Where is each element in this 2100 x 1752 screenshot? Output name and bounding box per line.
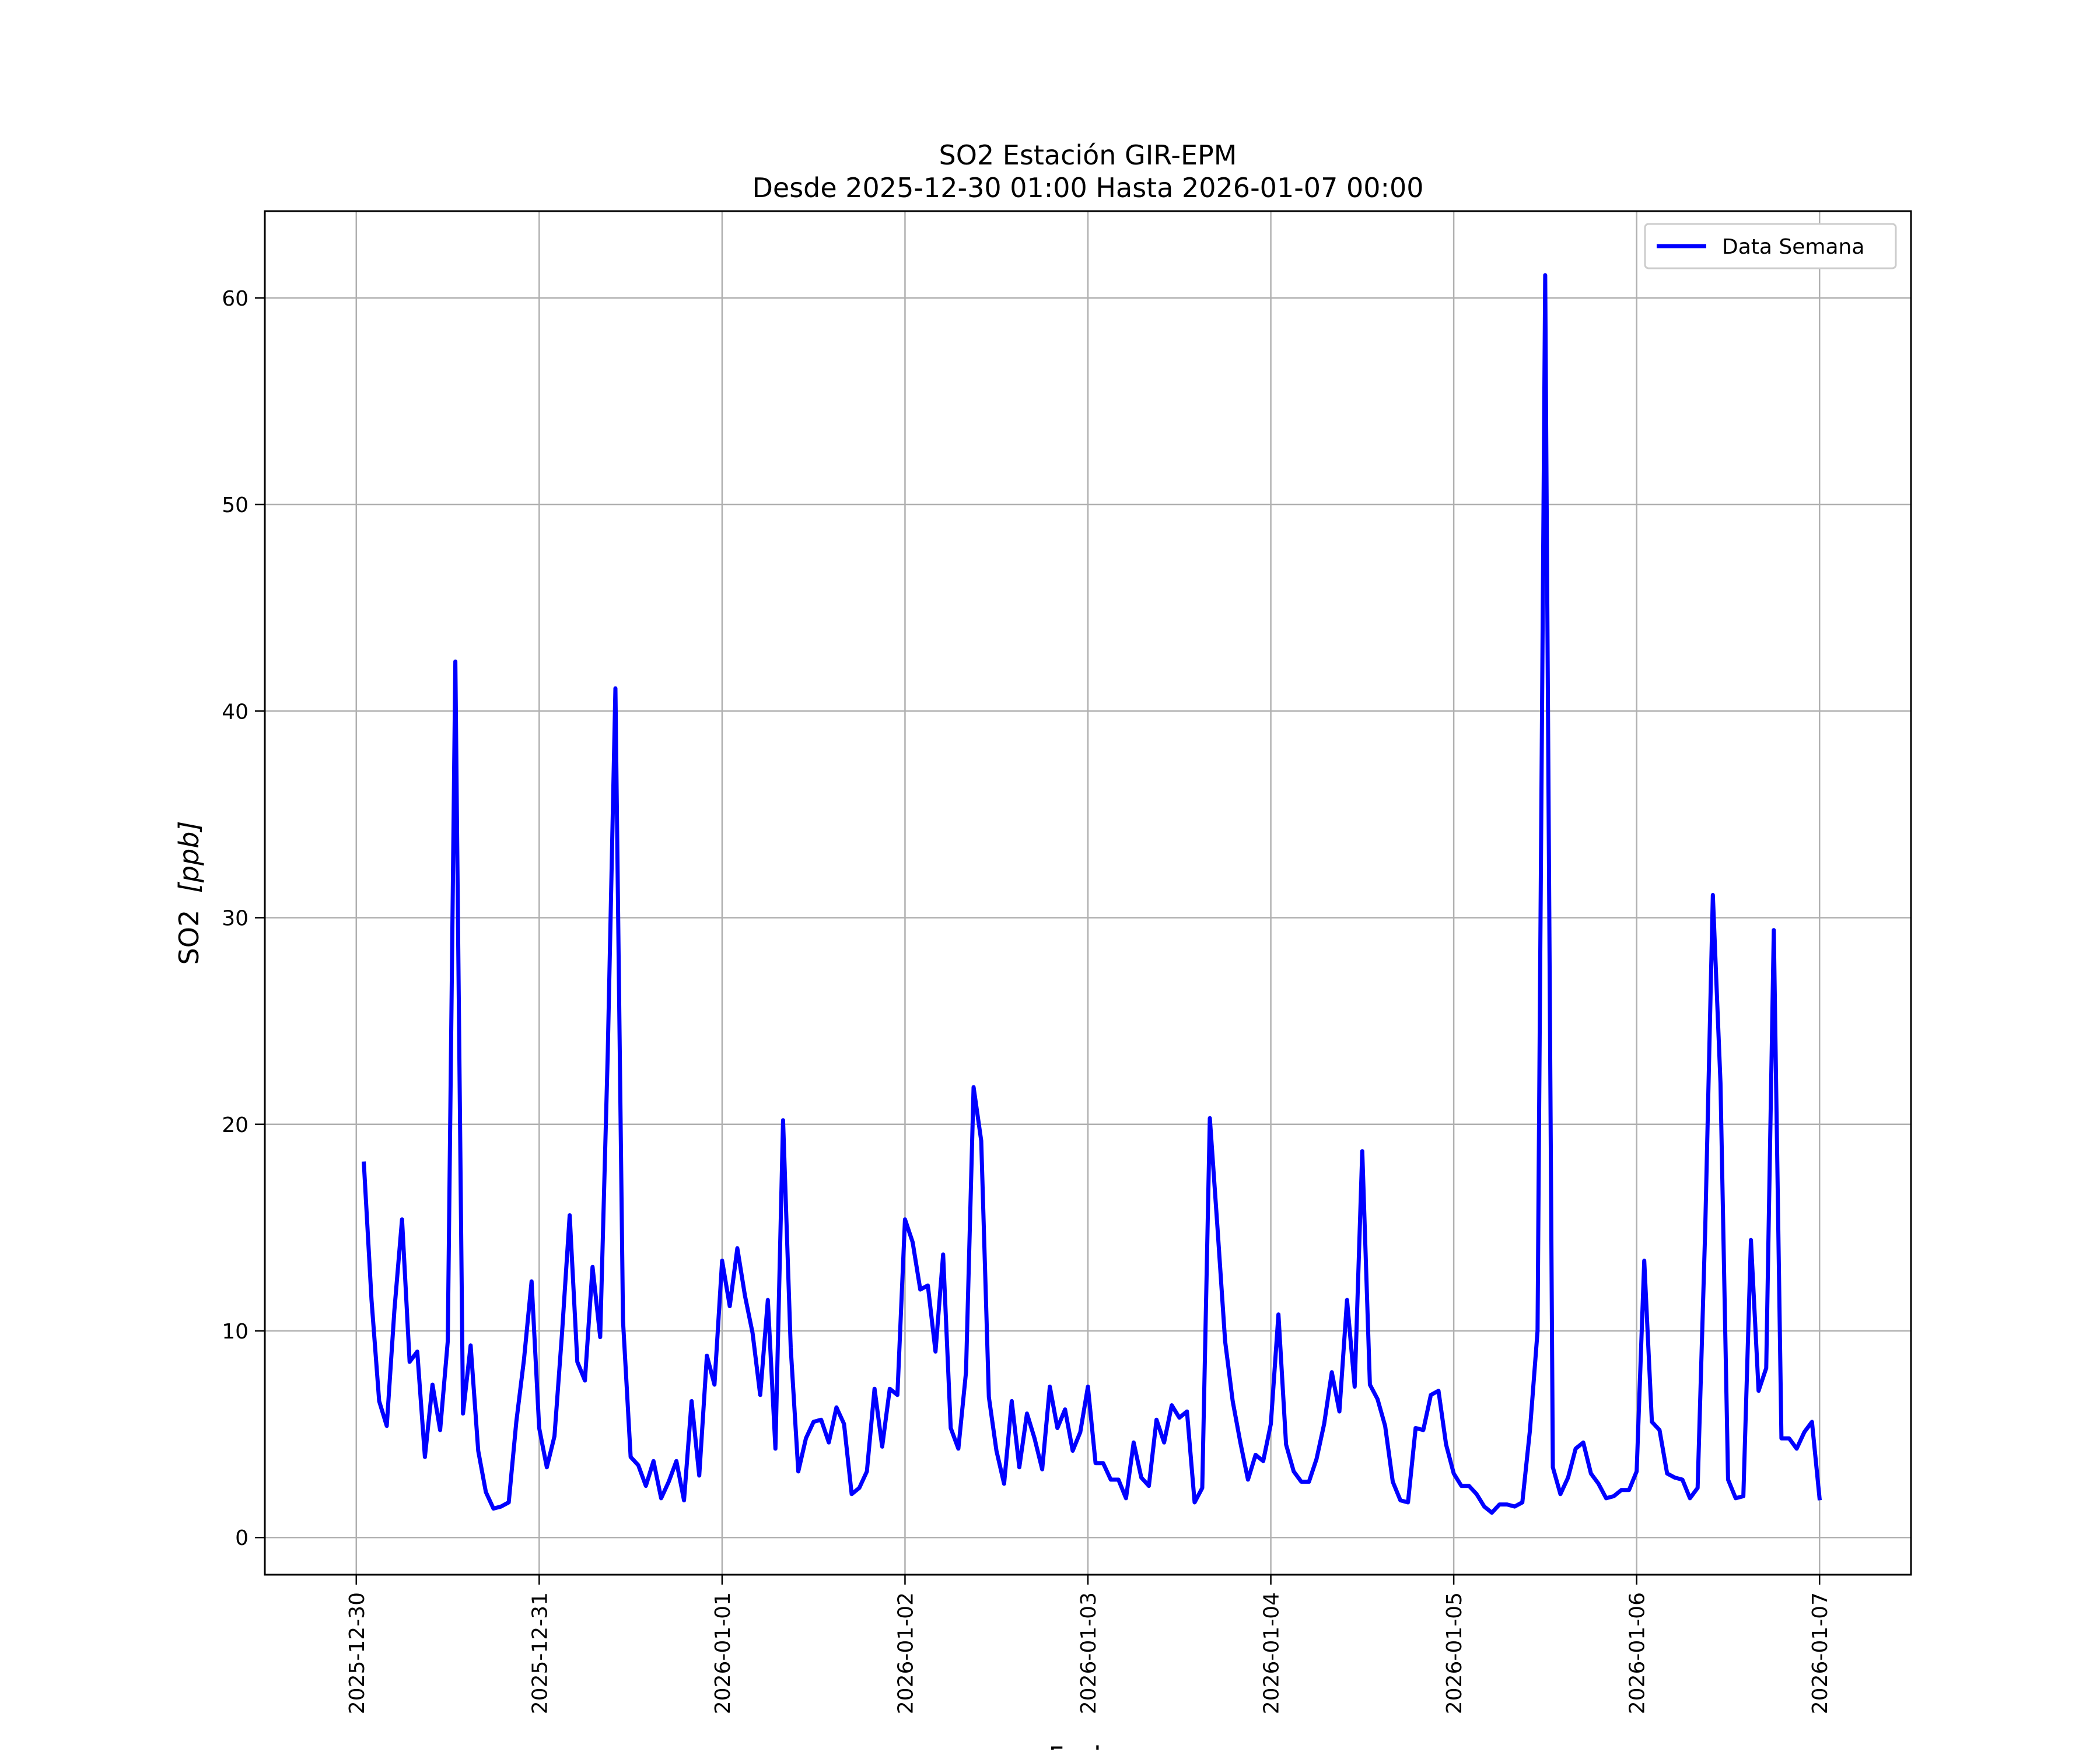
x-tick-label-2026-01-02: 2026-01-02 [894,1592,918,1714]
chart-title: SO2 Estación GIR-EPM [939,139,1237,171]
series-layer [362,273,1822,1515]
y-tick-label-30: 30 [222,907,249,931]
x-tick-label-2026-01-01: 2026-01-01 [711,1592,735,1714]
legend-box [1644,223,1897,269]
grid-layer [265,211,1911,1575]
chart-subtitle: Desde 2025-12-30 01:00 Hasta 2026-01-07 … [752,172,1423,204]
y-axis-label-name: SO2 [173,910,205,965]
x-tick-label-2026-01-04: 2026-01-04 [1260,1592,1284,1714]
x-tick-label-2025-12-31: 2025-12-31 [528,1592,552,1714]
y-axis-label: SO2 [ppb] [173,821,205,965]
x-axis-label: Fecha [1049,1741,1128,1750]
legend: Data Semana [1644,223,1897,269]
y-axis-label-unit: [ppb] [173,821,205,893]
y-tick-label-0: 0 [235,1526,249,1550]
x-tick-label-2025-12-30: 2025-12-30 [345,1592,369,1714]
legend-label-data-semana: Data Semana [1722,235,1864,259]
y-tick-label-10: 10 [222,1320,249,1344]
tick-layer: 2025-12-30 2025-12-31 2026-01-01 2026-01-02… [222,287,1832,1714]
y-tick-label-40: 40 [222,700,249,724]
x-tick-label-2026-01-05: 2026-01-05 [1443,1592,1466,1714]
x-tick-label-2026-01-06: 2026-01-06 [1626,1592,1650,1714]
x-tick-label-2026-01-03: 2026-01-03 [1077,1592,1101,1714]
y-tick-label-20: 20 [222,1113,249,1137]
y-tick-label-50: 50 [222,493,249,517]
series-line-0 [362,273,1822,1515]
x-tick-label-2026-01-07: 2026-01-07 [1808,1592,1832,1714]
y-tick-label-60: 60 [222,287,249,311]
